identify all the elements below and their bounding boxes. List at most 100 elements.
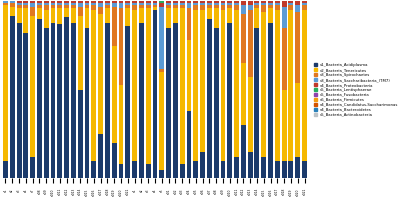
Bar	[193, 5, 198, 10]
Bar	[295, 1, 300, 5]
Bar	[234, 157, 239, 178]
Bar	[227, 23, 232, 178]
Bar	[288, 5, 293, 10]
Bar	[159, 72, 164, 170]
Bar	[24, 33, 28, 178]
Bar	[132, 10, 137, 161]
Bar	[261, 5, 266, 12]
Bar	[17, 1, 22, 3]
Bar	[125, 1, 130, 3]
Bar	[254, 8, 259, 28]
Bar	[193, 3, 198, 5]
Bar	[105, 8, 110, 23]
Bar	[166, 3, 171, 5]
Bar	[248, 5, 252, 10]
Bar	[37, 1, 42, 3]
Bar	[10, 16, 15, 178]
Bar	[24, 1, 28, 3]
Bar	[50, 3, 56, 5]
Bar	[64, 1, 69, 3]
Bar	[227, 3, 232, 5]
Bar	[268, 1, 273, 3]
Bar	[57, 3, 62, 5]
Bar	[118, 164, 124, 178]
Bar	[50, 1, 56, 3]
Bar	[186, 3, 192, 8]
Bar	[146, 5, 151, 8]
Bar	[261, 1, 266, 3]
Bar	[91, 1, 96, 3]
Bar	[3, 5, 8, 161]
Bar	[50, 8, 56, 23]
Bar	[84, 8, 90, 28]
Bar	[146, 164, 151, 178]
Bar	[275, 161, 280, 178]
Bar	[288, 1, 293, 3]
Bar	[139, 23, 144, 178]
Bar	[241, 5, 246, 14]
Bar	[186, 1, 192, 3]
Bar	[275, 10, 280, 161]
Bar	[152, 10, 158, 178]
Bar	[220, 10, 225, 161]
Bar	[302, 10, 307, 161]
Bar	[193, 10, 198, 161]
Bar	[132, 3, 137, 5]
Bar	[78, 16, 83, 90]
Bar	[214, 8, 218, 28]
Bar	[152, 3, 158, 5]
Bar	[84, 1, 90, 3]
Bar	[78, 1, 83, 3]
Bar	[112, 1, 117, 3]
Bar	[64, 8, 69, 17]
Bar	[152, 5, 158, 7]
Bar	[295, 12, 300, 83]
Bar	[302, 3, 307, 5]
Bar	[71, 23, 76, 178]
Bar	[91, 161, 96, 178]
Bar	[17, 8, 22, 23]
Bar	[50, 23, 56, 178]
Bar	[186, 40, 192, 111]
Bar	[254, 5, 259, 8]
Bar	[118, 1, 124, 3]
Bar	[214, 28, 218, 178]
Bar	[118, 3, 124, 8]
Bar	[57, 24, 62, 178]
Bar	[186, 8, 192, 40]
Bar	[30, 16, 35, 157]
Bar	[275, 1, 280, 3]
Bar	[44, 3, 49, 5]
Bar	[112, 46, 117, 143]
Bar	[71, 3, 76, 5]
Bar	[24, 5, 28, 8]
Bar	[146, 3, 151, 5]
Bar	[241, 14, 246, 63]
Bar	[3, 3, 8, 5]
Bar	[3, 161, 8, 178]
Bar	[200, 1, 205, 3]
Bar	[98, 14, 103, 134]
Bar	[200, 152, 205, 178]
Bar	[282, 28, 286, 90]
Bar	[105, 1, 110, 3]
Bar	[112, 143, 117, 178]
Bar	[220, 161, 225, 178]
Bar	[241, 1, 246, 5]
Bar	[64, 17, 69, 178]
Bar	[248, 77, 252, 152]
Bar	[254, 28, 259, 178]
Bar	[98, 134, 103, 178]
Bar	[98, 7, 103, 14]
Bar	[241, 63, 246, 125]
Bar	[78, 7, 83, 16]
Bar	[30, 7, 35, 16]
Bar	[268, 5, 273, 8]
Bar	[91, 10, 96, 161]
Bar	[166, 28, 171, 178]
Bar	[17, 23, 22, 178]
Bar	[180, 1, 185, 3]
Bar	[166, 5, 171, 8]
Bar	[44, 1, 49, 3]
Bar	[282, 7, 286, 28]
